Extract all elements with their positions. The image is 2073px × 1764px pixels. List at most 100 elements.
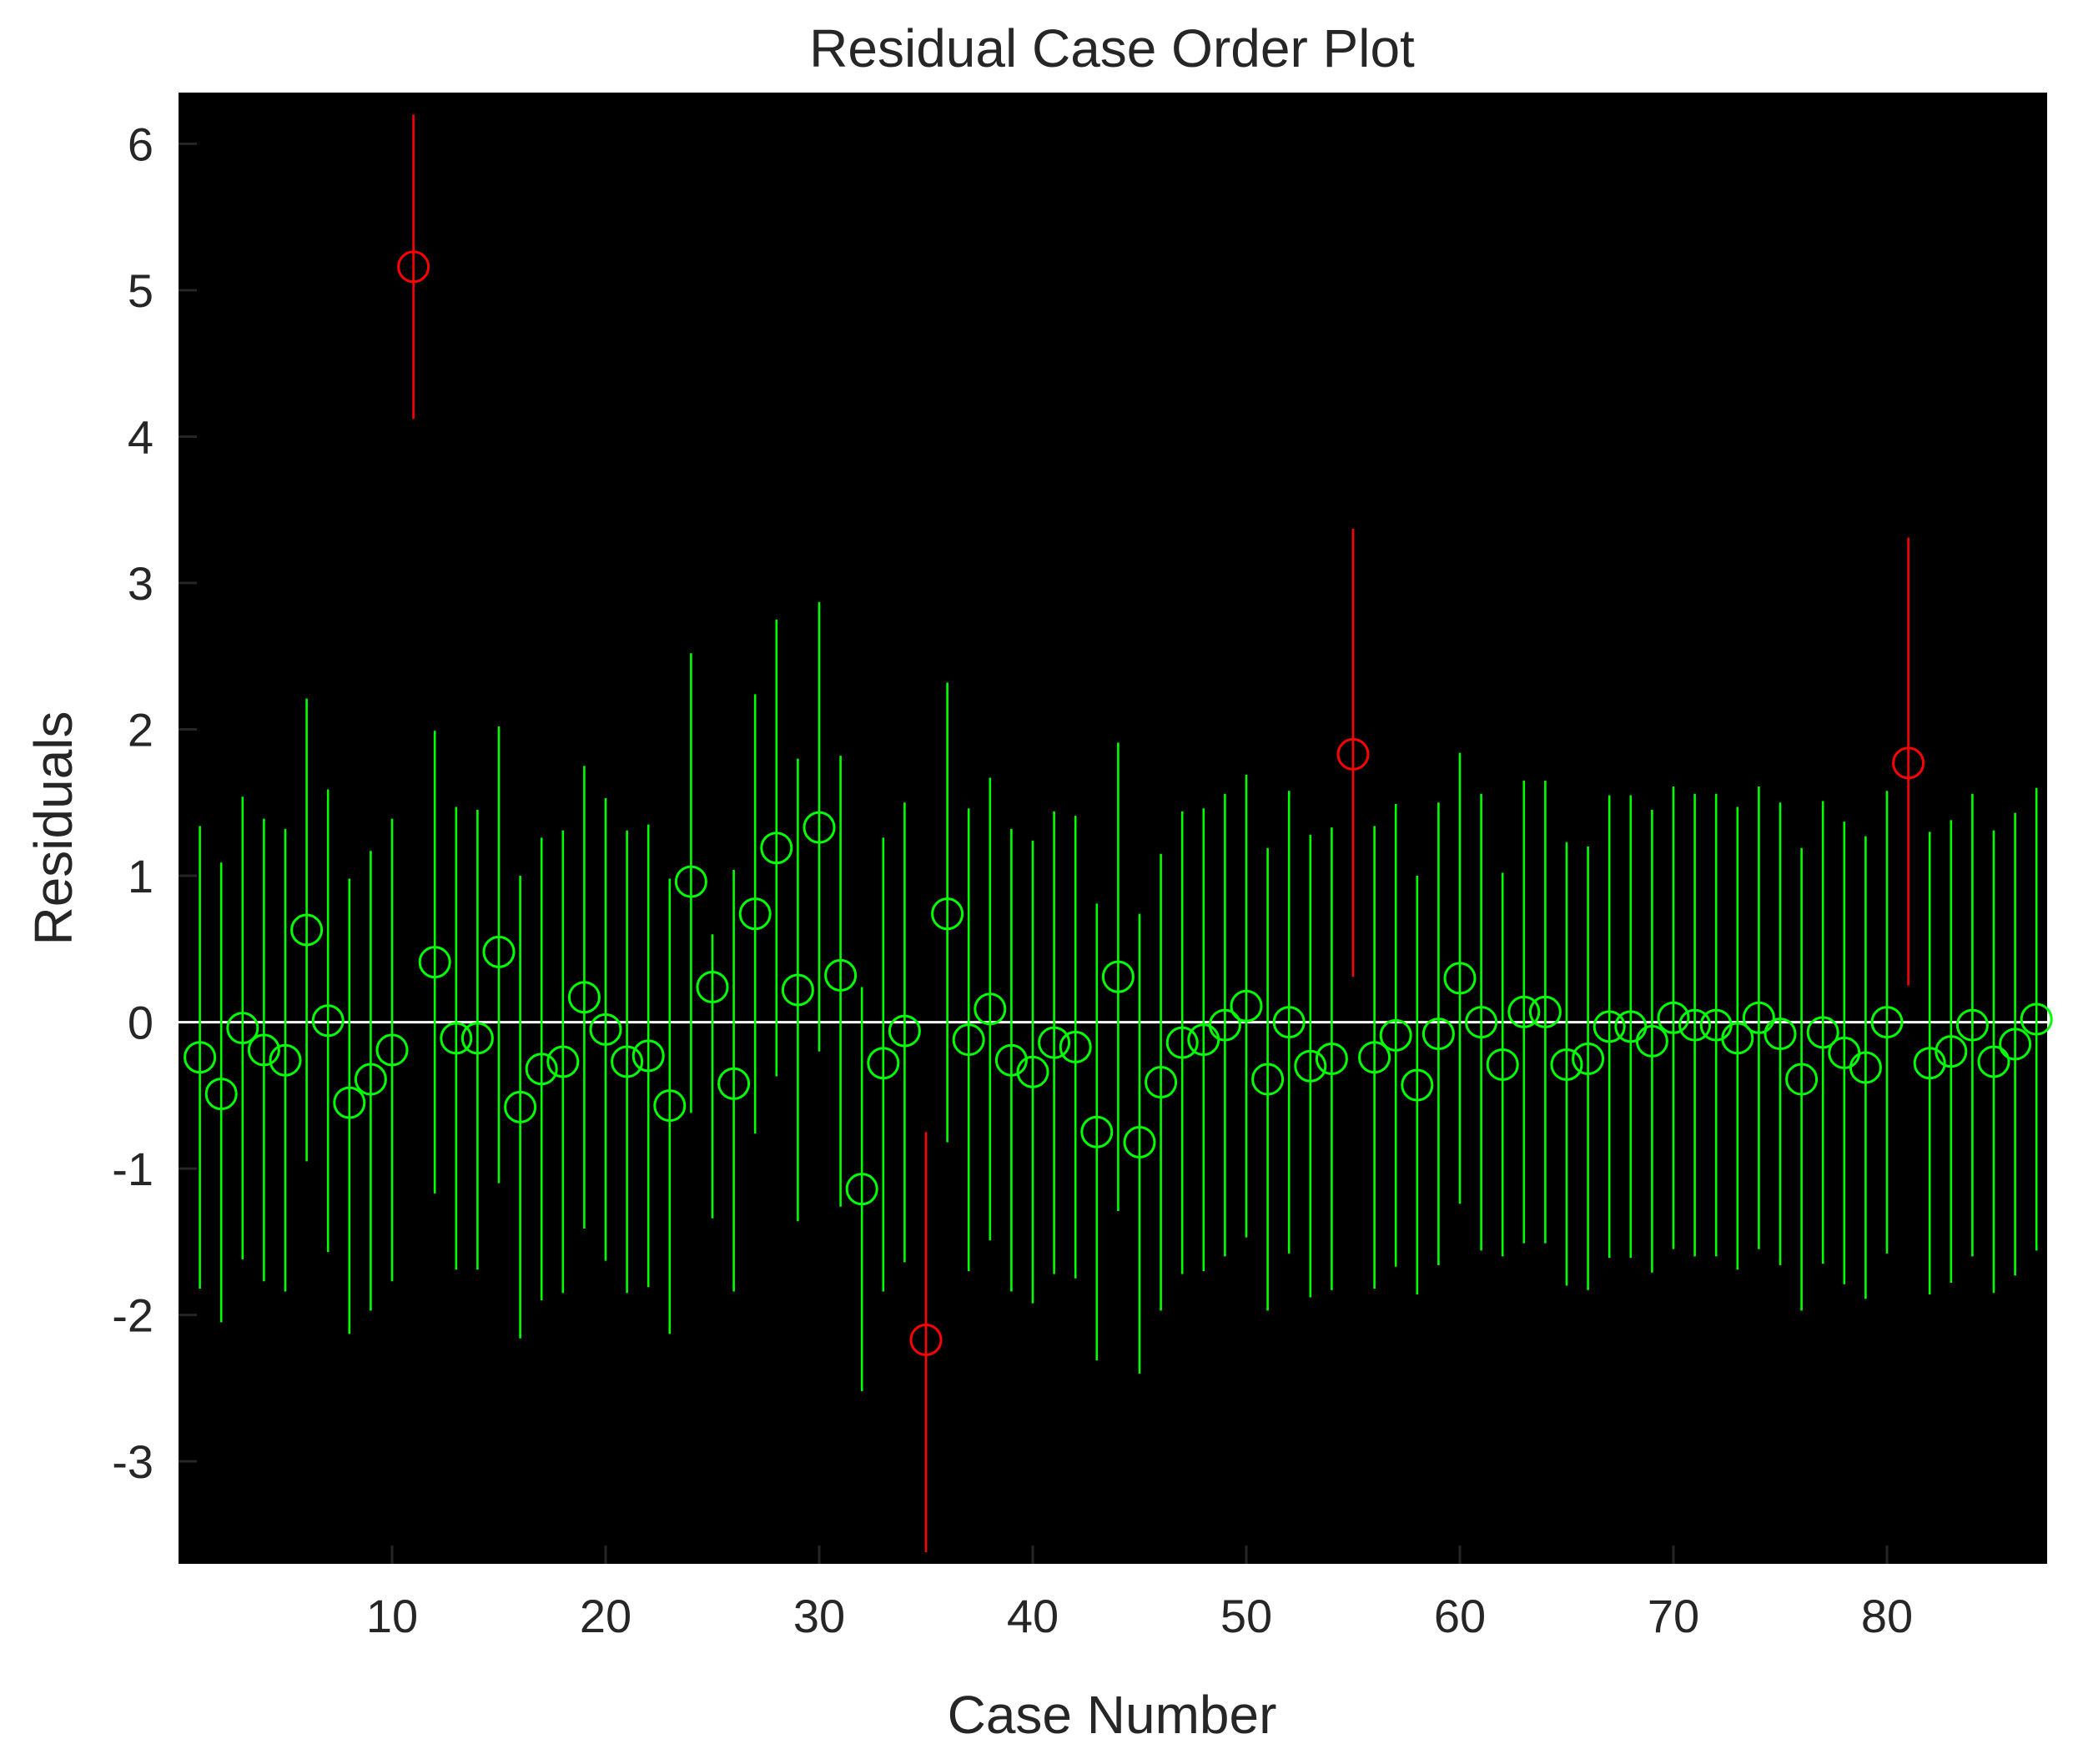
- residual-marker: [1507, 995, 1541, 1028]
- residual-marker: [611, 1045, 644, 1078]
- residual-marker: [1059, 1030, 1092, 1063]
- residual-marker: [546, 1045, 580, 1078]
- residual-marker: [1208, 1008, 1241, 1042]
- residual-marker: [184, 1041, 217, 1074]
- residual-marker: [1678, 1008, 1712, 1042]
- residual-marker: [226, 1012, 259, 1045]
- plot-area: [179, 93, 2047, 1564]
- y-tick-label: -3: [112, 1435, 153, 1488]
- residual-marker: [1913, 1047, 1946, 1080]
- residual-marker: [1742, 1001, 1775, 1034]
- residual-marker: [482, 935, 516, 968]
- y-tick-label: 2: [128, 704, 153, 756]
- residual-marker: [1870, 1006, 1904, 1039]
- residual-marker: [653, 1089, 687, 1123]
- residual-marker: [567, 981, 601, 1014]
- residual-marker: [845, 1173, 878, 1206]
- x-tick-label: 40: [1007, 1590, 1059, 1642]
- y-tick-label: 5: [128, 264, 153, 317]
- residual-marker: [1123, 1125, 1156, 1158]
- x-tick-label: 10: [366, 1590, 418, 1642]
- residual-marker: [1251, 1063, 1285, 1096]
- residual-marker: [1721, 1022, 1754, 1055]
- y-tick-label: -1: [112, 1143, 153, 1195]
- residual-marker: [1935, 1035, 1968, 1068]
- residual-marker: [760, 832, 793, 865]
- y-tick-label: 1: [128, 850, 153, 902]
- residual-marker: [440, 1022, 473, 1055]
- residual-marker: [674, 865, 707, 898]
- residual-marker: [781, 973, 814, 1007]
- residual-marker: [909, 1323, 943, 1356]
- residual-marker: [354, 1063, 387, 1096]
- residual-marker: [1443, 962, 1477, 995]
- residual-marker: [247, 1033, 280, 1067]
- x-tick-label: 70: [1648, 1590, 1699, 1642]
- residual-marker: [1230, 989, 1263, 1023]
- residual-marker: [824, 958, 858, 992]
- x-tick-label: 50: [1220, 1590, 1272, 1642]
- residual-marker: [1294, 1049, 1327, 1083]
- y-axis-label: Residuals: [23, 711, 83, 945]
- residual-marker: [1401, 1068, 1434, 1102]
- residual-marker: [888, 1014, 921, 1048]
- residual-marker: [1892, 746, 1925, 780]
- residual-marker: [1465, 1006, 1498, 1039]
- y-tick-label: 0: [128, 997, 153, 1049]
- residual-marker: [931, 897, 964, 931]
- chart-title: Residual Case Order Plot: [809, 18, 1415, 78]
- residual-marker: [589, 1013, 622, 1046]
- residual-marker: [525, 1053, 558, 1086]
- residual-marker: [803, 811, 836, 844]
- residual-marker: [311, 1004, 345, 1038]
- residual-marker: [1528, 995, 1562, 1028]
- residual-marker: [717, 1067, 751, 1100]
- residual-marker: [1145, 1066, 1178, 1099]
- x-tick-label: 80: [1861, 1590, 1913, 1642]
- residual-marker: [696, 970, 729, 1003]
- y-tick-label: 3: [128, 557, 153, 610]
- residual-marker: [1785, 1063, 1819, 1096]
- residual-marker: [1955, 1008, 1989, 1042]
- residual-marker: [1635, 1024, 1668, 1058]
- residual-marker: [1016, 1055, 1049, 1088]
- residual-marker: [631, 1039, 665, 1073]
- y-tick-label: 4: [128, 410, 153, 463]
- x-axis-label: Case Number: [948, 1685, 1277, 1745]
- y-tick-label: -2: [112, 1289, 153, 1342]
- residual-marker: [994, 1043, 1028, 1077]
- residual-marker: [269, 1043, 302, 1077]
- residual-marker: [504, 1090, 537, 1123]
- residual-marker: [1572, 1042, 1605, 1075]
- residual-marker: [460, 1022, 494, 1055]
- residual-marker: [1849, 1051, 1882, 1084]
- x-tick-label: 20: [580, 1590, 631, 1642]
- residual-marker: [1379, 1018, 1412, 1052]
- residual-marker: [738, 897, 772, 931]
- residual-marker: [333, 1086, 366, 1119]
- error-bars: [199, 114, 2038, 1552]
- residual-marker: [1550, 1048, 1583, 1081]
- residual-marker: [1038, 1026, 1071, 1059]
- residual-marker: [290, 913, 324, 947]
- residual-marker: [1657, 1001, 1690, 1034]
- residual-marker: [867, 1047, 900, 1080]
- residual-marker: [204, 1078, 238, 1111]
- residual-marker: [974, 993, 1007, 1026]
- residual-marker: [397, 250, 430, 284]
- residual-marker: [375, 1033, 409, 1067]
- residual-marker: [1165, 1026, 1199, 1059]
- residual-marker: [1764, 1018, 1797, 1051]
- residual-markers: [184, 250, 2053, 1356]
- residual-marker: [1315, 1042, 1348, 1075]
- y-tick-label: 6: [128, 118, 153, 170]
- residual-marker: [1336, 737, 1370, 771]
- residual-marker: [1358, 1041, 1391, 1074]
- residual-marker: [1421, 1018, 1455, 1051]
- residual-marker: [1272, 1006, 1306, 1039]
- residual-marker: [418, 946, 451, 979]
- residual-marker: [1999, 1028, 2032, 1061]
- residual-marker: [1806, 1016, 1839, 1049]
